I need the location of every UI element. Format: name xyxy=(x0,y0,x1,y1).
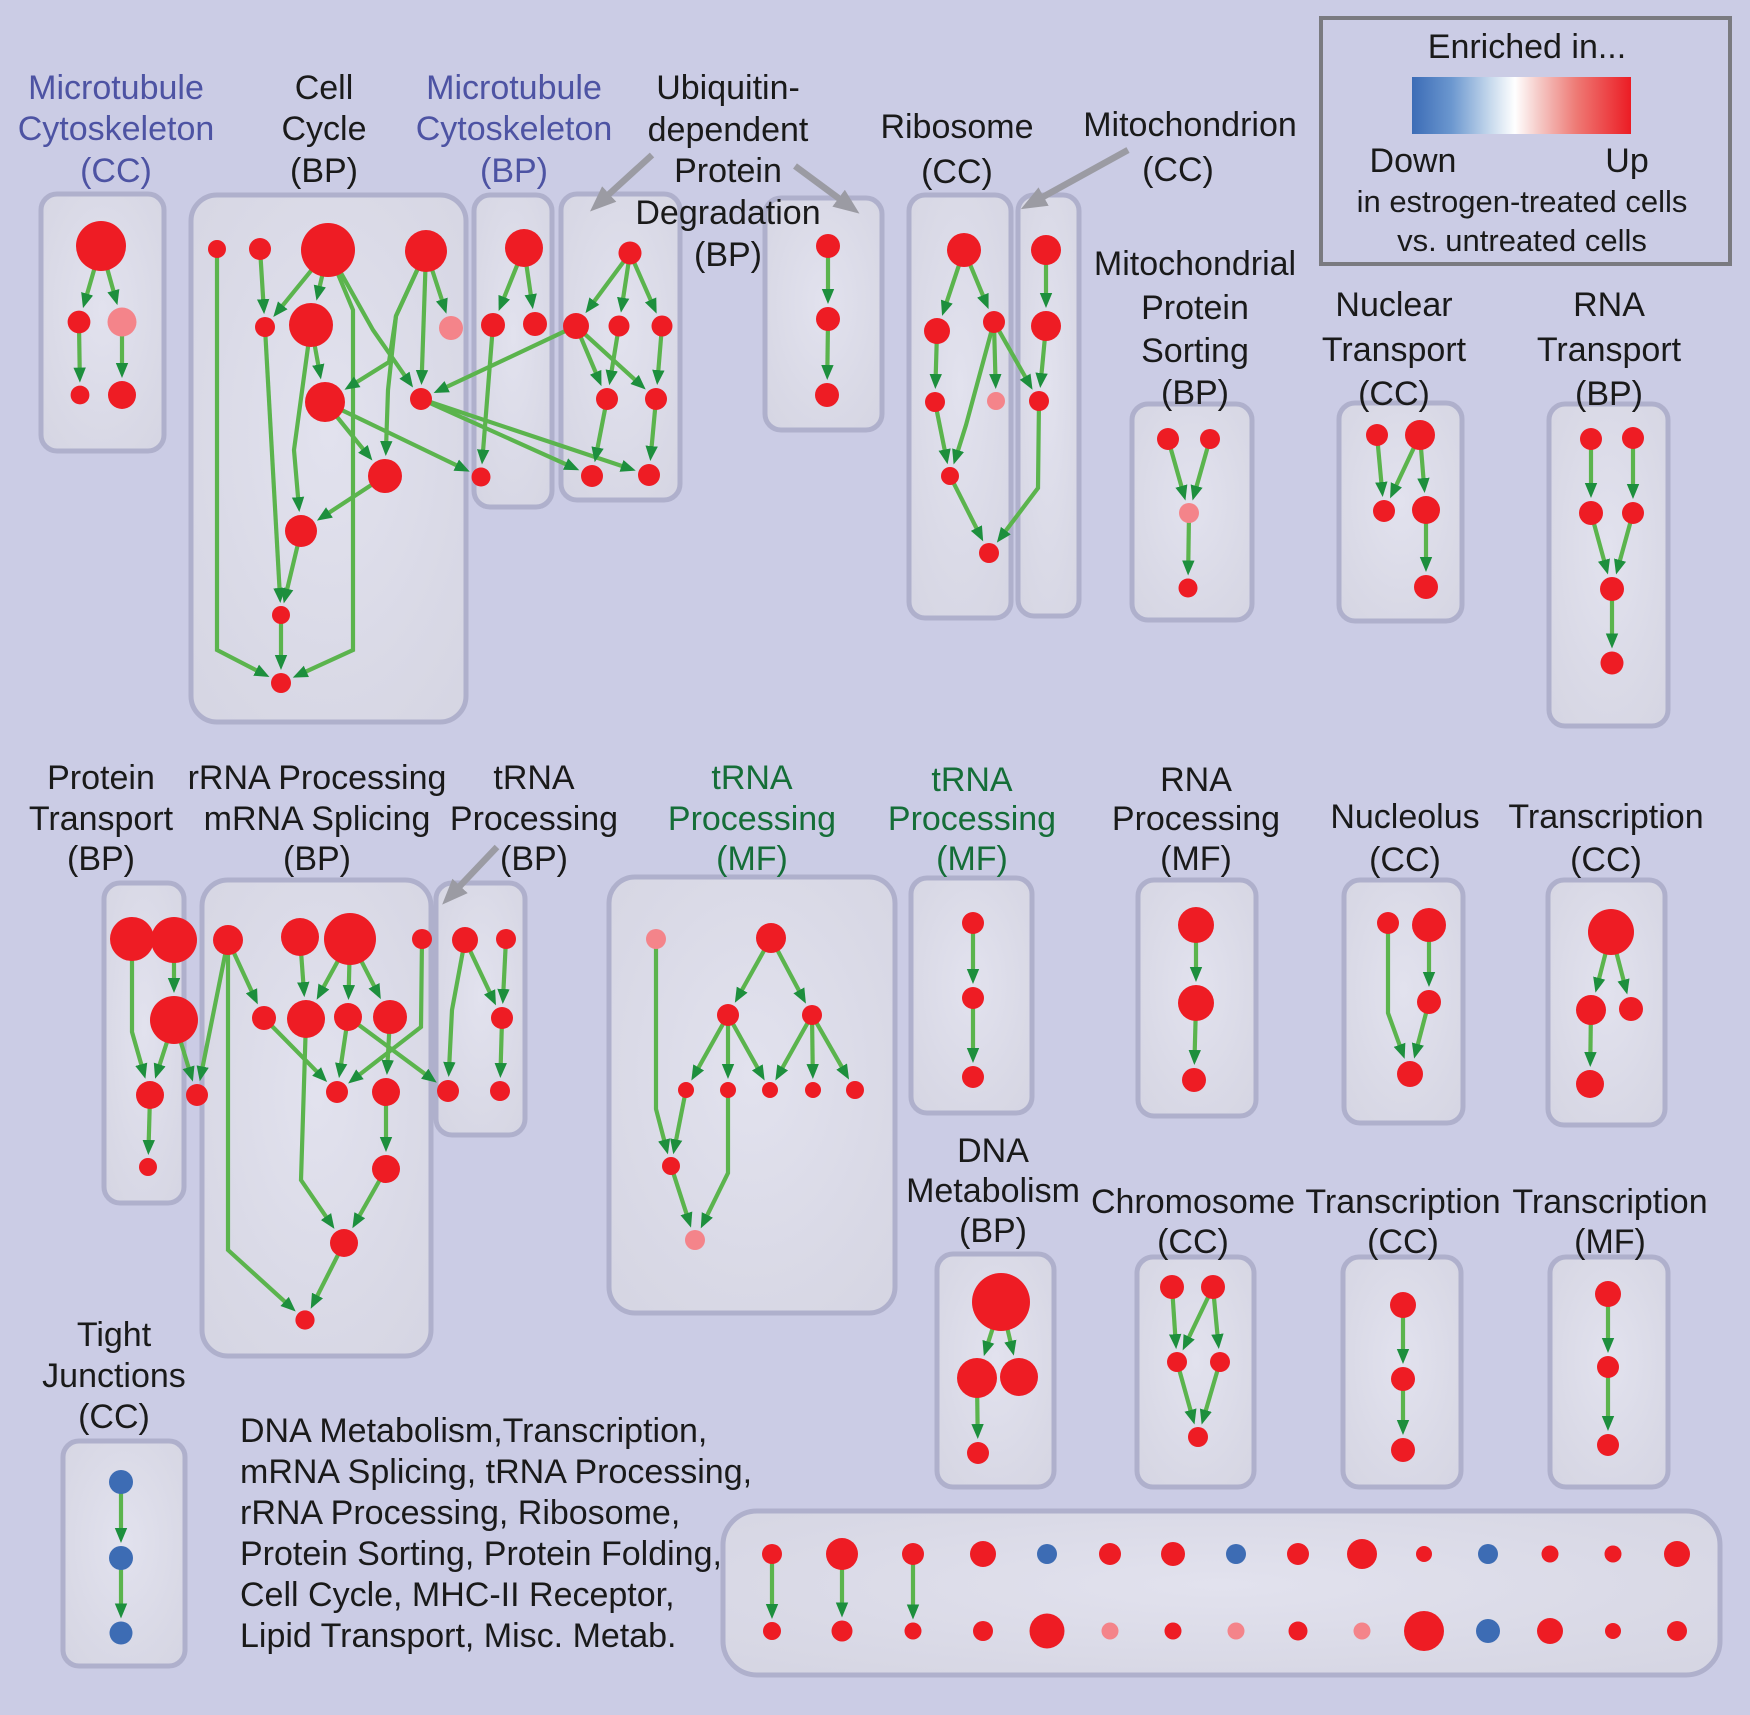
svg-text:Protein: Protein xyxy=(1141,289,1249,327)
svg-text:(BP): (BP) xyxy=(1575,375,1643,413)
svg-text:(MF): (MF) xyxy=(1160,840,1232,878)
svg-text:Lipid Transport, Misc. Metab.: Lipid Transport, Misc. Metab. xyxy=(240,1617,677,1655)
svg-text:(CC): (CC) xyxy=(78,1398,150,1436)
svg-text:(BP): (BP) xyxy=(67,840,135,878)
svg-text:(BP): (BP) xyxy=(480,152,548,190)
svg-text:tRNA: tRNA xyxy=(711,759,793,797)
svg-text:Degradation: Degradation xyxy=(635,194,820,232)
svg-text:(MF): (MF) xyxy=(716,840,788,878)
svg-text:Junctions: Junctions xyxy=(42,1357,186,1395)
svg-text:(CC): (CC) xyxy=(80,152,152,190)
svg-text:(BP): (BP) xyxy=(290,152,358,190)
svg-text:DNA Metabolism,Transcription,: DNA Metabolism,Transcription, xyxy=(240,1412,707,1450)
svg-text:dependent: dependent xyxy=(648,111,809,149)
svg-text:mRNA Splicing: mRNA Splicing xyxy=(204,800,431,838)
svg-text:(BP): (BP) xyxy=(1161,374,1229,412)
svg-text:(CC): (CC) xyxy=(921,153,993,191)
svg-text:Down: Down xyxy=(1370,142,1457,180)
svg-text:Cytoskeleton: Cytoskeleton xyxy=(416,110,613,148)
svg-text:RNA: RNA xyxy=(1160,761,1232,799)
svg-text:rRNA Processing: rRNA Processing xyxy=(188,759,447,797)
svg-text:(BP): (BP) xyxy=(694,236,762,274)
svg-text:Microtubule: Microtubule xyxy=(426,69,602,107)
svg-text:Processing: Processing xyxy=(450,800,618,838)
svg-text:(CC): (CC) xyxy=(1142,151,1214,189)
svg-text:Protein: Protein xyxy=(47,759,155,797)
svg-text:Processing: Processing xyxy=(888,800,1056,838)
svg-text:Ubiquitin-: Ubiquitin- xyxy=(656,69,800,107)
svg-text:Mitochondrial: Mitochondrial xyxy=(1094,245,1296,283)
svg-text:vs. untreated cells: vs. untreated cells xyxy=(1397,223,1647,258)
svg-text:tRNA: tRNA xyxy=(493,759,575,797)
svg-text:Microtubule: Microtubule xyxy=(28,69,204,107)
svg-text:Transcription: Transcription xyxy=(1508,798,1703,836)
svg-text:Ribosome: Ribosome xyxy=(880,108,1033,146)
svg-text:RNA: RNA xyxy=(1573,286,1645,324)
svg-text:(CC): (CC) xyxy=(1367,1223,1439,1261)
svg-text:Metabolism: Metabolism xyxy=(906,1172,1080,1210)
svg-text:Tight: Tight xyxy=(77,1316,152,1354)
svg-text:Protein Sorting, Protein Foldi: Protein Sorting, Protein Folding, xyxy=(240,1535,722,1573)
svg-text:Sorting: Sorting xyxy=(1141,332,1249,370)
svg-text:Cycle: Cycle xyxy=(281,110,366,148)
svg-text:Mitochondrion: Mitochondrion xyxy=(1083,106,1297,144)
svg-text:Chromosome: Chromosome xyxy=(1091,1183,1295,1221)
svg-text:(CC): (CC) xyxy=(1358,375,1430,413)
svg-text:Nucleolus: Nucleolus xyxy=(1330,798,1479,836)
svg-text:(BP): (BP) xyxy=(959,1212,1027,1250)
svg-text:Processing: Processing xyxy=(668,800,836,838)
svg-text:(CC): (CC) xyxy=(1570,841,1642,879)
svg-text:(MF): (MF) xyxy=(936,840,1008,878)
svg-text:Enriched in...: Enriched in... xyxy=(1428,28,1626,66)
svg-text:Processing: Processing xyxy=(1112,800,1280,838)
svg-text:Up: Up xyxy=(1605,142,1648,180)
svg-text:(CC): (CC) xyxy=(1157,1223,1229,1261)
svg-text:(BP): (BP) xyxy=(500,840,568,878)
svg-text:Cytoskeleton: Cytoskeleton xyxy=(18,110,215,148)
svg-text:Transport: Transport xyxy=(1537,331,1682,369)
svg-text:(MF): (MF) xyxy=(1574,1223,1646,1261)
svg-text:rRNA Processing, Ribosome,: rRNA Processing, Ribosome, xyxy=(240,1494,680,1532)
svg-text:Cell: Cell xyxy=(295,69,354,107)
svg-text:Transport: Transport xyxy=(1322,331,1467,369)
svg-text:Transcription: Transcription xyxy=(1305,1183,1500,1221)
svg-text:(BP): (BP) xyxy=(283,840,351,878)
svg-text:tRNA: tRNA xyxy=(931,761,1013,799)
svg-text:Transcription: Transcription xyxy=(1512,1183,1707,1221)
svg-text:DNA: DNA xyxy=(957,1132,1029,1170)
svg-text:mRNA Splicing, tRNA Processing: mRNA Splicing, tRNA Processing, xyxy=(240,1453,752,1491)
svg-text:Protein: Protein xyxy=(674,152,782,190)
svg-text:in estrogen-treated cells: in estrogen-treated cells xyxy=(1357,184,1688,219)
svg-text:Cell Cycle, MHC-II Receptor,: Cell Cycle, MHC-II Receptor, xyxy=(240,1576,675,1614)
svg-text:Transport: Transport xyxy=(29,800,174,838)
svg-text:(CC): (CC) xyxy=(1369,841,1441,879)
svg-text:Nuclear: Nuclear xyxy=(1335,286,1452,324)
